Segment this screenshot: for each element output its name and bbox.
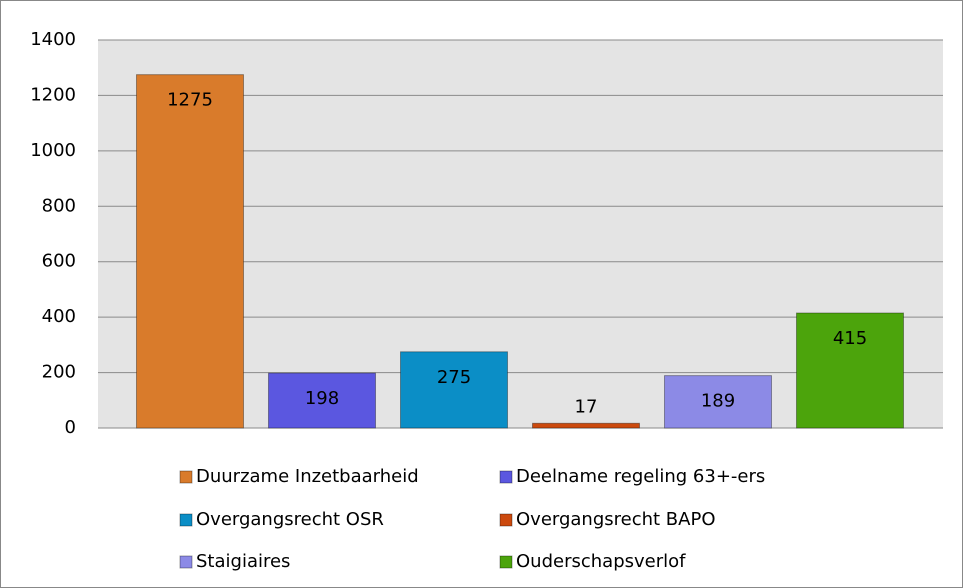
legend-swatch bbox=[499, 470, 513, 484]
y-tick-label: 1400 bbox=[30, 29, 76, 50]
legend-label: Duurzame Inzetbaarheid bbox=[196, 466, 419, 487]
legend-swatch bbox=[499, 555, 513, 569]
y-tick-label: 0 bbox=[65, 417, 76, 438]
data-label: 17 bbox=[575, 396, 598, 417]
legend-swatch bbox=[179, 470, 193, 484]
y-tick-label: 800 bbox=[42, 195, 76, 216]
y-tick-label: 200 bbox=[42, 362, 76, 383]
bar bbox=[136, 74, 244, 429]
y-tick-label: 1200 bbox=[30, 84, 76, 105]
data-label: 275 bbox=[437, 367, 471, 388]
bar bbox=[400, 351, 508, 429]
y-tick-label: 600 bbox=[42, 251, 76, 272]
y-tick-label: 1000 bbox=[30, 140, 76, 161]
legend-label: Deelname regeling 63+-ers bbox=[516, 466, 765, 487]
legend-swatch bbox=[499, 513, 513, 527]
legend-swatch bbox=[179, 555, 193, 569]
legend-label: Staigiaires bbox=[196, 551, 290, 572]
y-tick-label: 400 bbox=[42, 306, 76, 327]
data-label: 1275 bbox=[167, 90, 213, 111]
data-label: 415 bbox=[833, 328, 867, 349]
data-label: 189 bbox=[701, 391, 735, 412]
legend-label: Ouderschapsverlof bbox=[516, 551, 686, 572]
bar bbox=[796, 312, 904, 429]
legend-label: Overgangsrecht BAPO bbox=[516, 509, 716, 530]
legend-label: Overgangsrecht OSR bbox=[196, 509, 384, 530]
data-label: 198 bbox=[305, 388, 339, 409]
bar bbox=[664, 375, 772, 429]
legend-swatch bbox=[179, 513, 193, 527]
bar bbox=[532, 422, 640, 429]
bar bbox=[268, 372, 376, 429]
